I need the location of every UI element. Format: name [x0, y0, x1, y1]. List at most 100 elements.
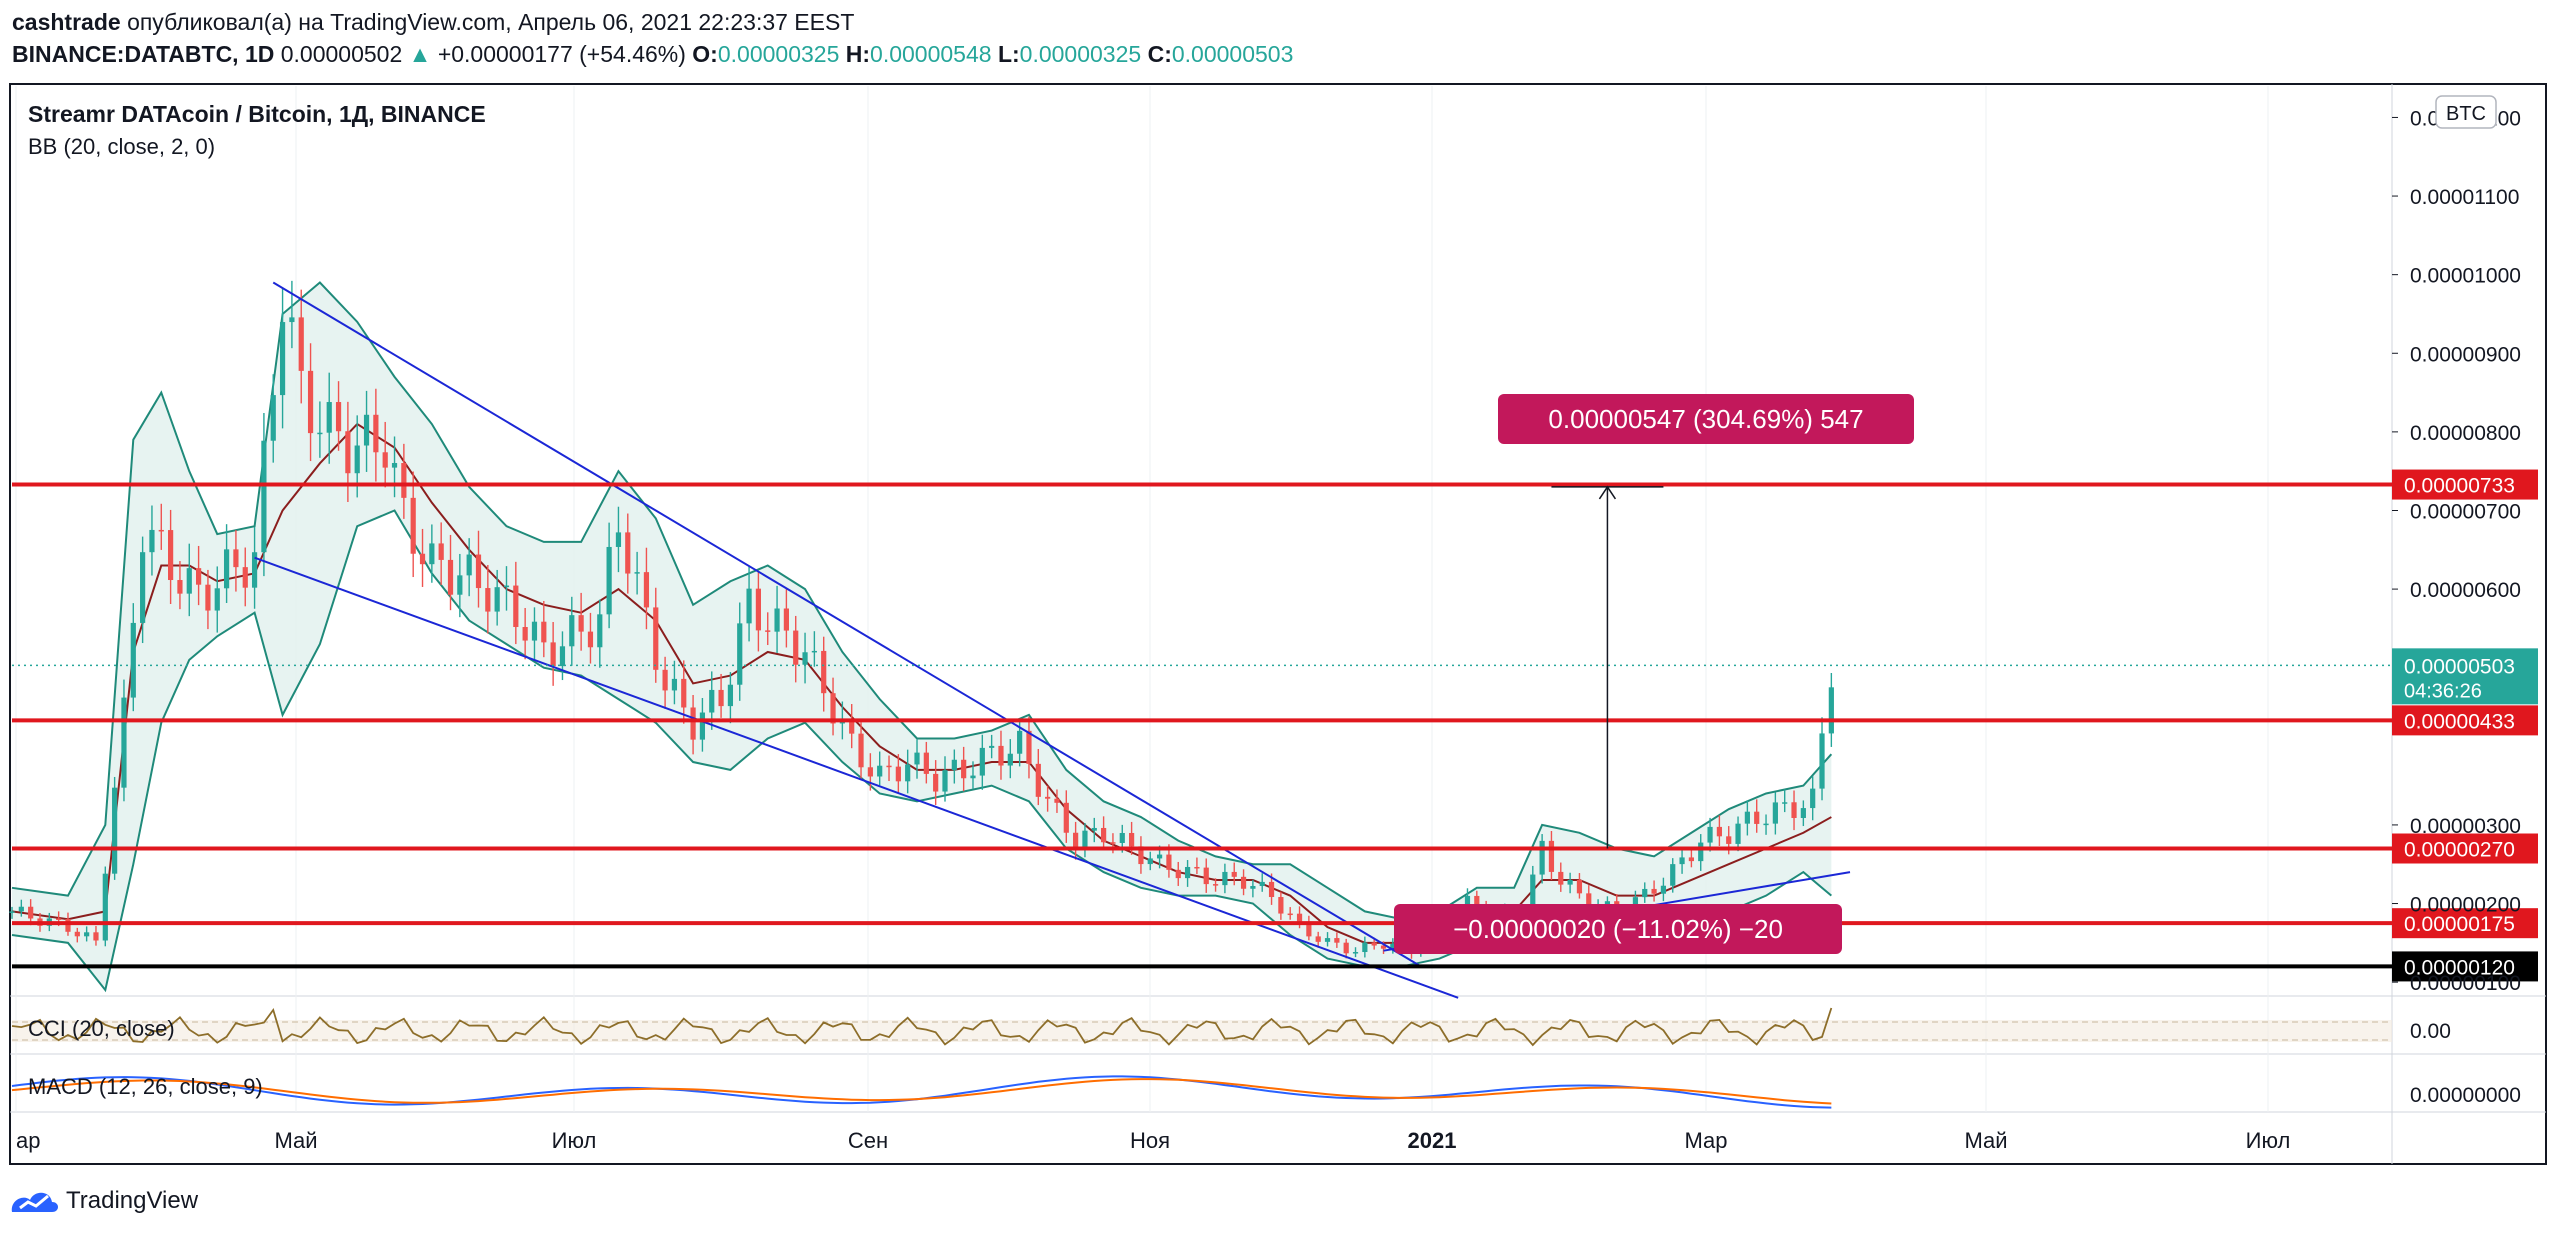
candle-body: [289, 317, 295, 323]
candle-body: [1754, 811, 1760, 824]
candle-body: [662, 669, 668, 691]
measure-up-callout: [1498, 394, 1914, 444]
axes: 0.000012000.000011000.000010000.00000900…: [16, 95, 2521, 1153]
candle-body: [1212, 884, 1219, 886]
candle-body: [1017, 730, 1023, 754]
candle-body: [1791, 802, 1797, 818]
candle-body: [1810, 788, 1816, 809]
candle-body: [177, 580, 183, 594]
high-value: 0.00000548: [870, 41, 992, 67]
candle-body: [261, 440, 267, 553]
y-tick-label: 0.00000900: [2410, 343, 2521, 366]
candle-body: [130, 622, 136, 698]
candle-body: [56, 918, 62, 920]
candle-body: [1698, 842, 1704, 862]
candle-body: [1231, 871, 1237, 877]
measure-tool[interactable]: 0.00000547 (304.69%) 547 −0.00000020 (−11…: [1394, 394, 1914, 954]
measure-down-callout: [1394, 904, 1842, 954]
candle-body: [429, 543, 435, 565]
candle-body: [1129, 832, 1135, 847]
last-price-text: 0.00000503: [2404, 655, 2515, 678]
candle-body: [671, 678, 678, 691]
author-name[interactable]: cashtrade: [12, 9, 121, 35]
candle-body: [559, 646, 566, 667]
candle-body: [550, 642, 556, 667]
candle-body: [1558, 871, 1564, 885]
candle-body: [1763, 823, 1769, 826]
candle-body: [373, 414, 379, 453]
macd-legend: MACD (12, 26, close, 9): [28, 1074, 263, 1099]
candle-body: [1184, 866, 1191, 879]
candle-body: [112, 787, 118, 874]
candle-body: [354, 445, 360, 474]
candle-body: [923, 752, 929, 774]
candle-body: [709, 689, 715, 713]
candle-body: [718, 689, 724, 707]
candle-body: [942, 770, 948, 792]
level-price-text: 0.00000733: [2404, 475, 2515, 498]
trendline: [272, 281, 1422, 968]
level-price-tag: [2392, 908, 2538, 939]
candle-body: [233, 549, 239, 568]
candle-body: [1604, 901, 1611, 907]
cci-band: [12, 1020, 2392, 1042]
level-price-tag: [2392, 951, 2538, 982]
candle-body: [1782, 802, 1788, 804]
candle-body: [1194, 866, 1200, 869]
candle-body: [1054, 798, 1060, 803]
candle-body: [196, 568, 202, 585]
measure-down-text: −0.00000020 (−11.02%) −20: [1453, 914, 1783, 944]
symbol-header: BINANCE:DATABTC, 1D 0.00000502 ▲ +0.0000…: [12, 40, 1293, 68]
cci-axis-label: 0.00: [2410, 1020, 2451, 1043]
level-price-text: 0.00000175: [2404, 913, 2515, 936]
candle-body: [1744, 811, 1750, 824]
countdown-text: 04:36:26: [2404, 680, 2482, 702]
candle-body: [830, 693, 836, 724]
symbol-name: BINANCE:DATABTC, 1D: [12, 41, 275, 67]
candle-body: [363, 414, 370, 446]
horizontal-levels[interactable]: 0.00000733 0.00000433 0.00000270 0.00000175…: [12, 469, 2538, 982]
candle-body: [522, 627, 528, 641]
tradingview-brand[interactable]: TradingView: [8, 1186, 198, 1216]
candle-body: [821, 650, 827, 694]
candle-body: [335, 402, 342, 432]
candle-body: [391, 462, 398, 468]
candle-body: [1352, 952, 1359, 954]
candle-body: [1548, 840, 1555, 872]
candle-body: [447, 559, 454, 595]
candle-body: [802, 652, 808, 665]
publish-header: cashtrade опубликовал(а) на TradingView.…: [12, 8, 854, 36]
candle-body: [1287, 913, 1293, 916]
y-tick-label: 0.00000300: [2410, 815, 2521, 838]
candle-body: [419, 553, 426, 565]
candle-body: [643, 572, 650, 608]
candle-body: [1259, 881, 1265, 887]
candle-body: [326, 402, 332, 433]
level-price-text: 0.00000270: [2404, 839, 2515, 862]
candle-body: [1530, 874, 1536, 918]
candle-body: [1250, 886, 1256, 889]
candle-body: [1707, 826, 1713, 843]
x-tick-label: Сен: [848, 1128, 888, 1153]
candle-body: [1045, 796, 1051, 799]
candle-body: [625, 532, 631, 574]
candle-body: [1082, 830, 1088, 850]
candle-body: [1800, 808, 1806, 818]
candle-body: [18, 906, 24, 912]
candle-body: [1007, 753, 1013, 766]
candle-body: [727, 684, 734, 707]
candle-body: [1278, 897, 1284, 914]
y-tick-label: 0.00001000: [2410, 265, 2521, 288]
candle-body: [149, 529, 155, 553]
candle-body: [951, 759, 957, 771]
candle-body: [503, 585, 510, 588]
candle-body: [485, 588, 491, 612]
candle-body: [1026, 730, 1032, 764]
candle-body: [914, 752, 920, 765]
level-price-tag: [2392, 469, 2538, 500]
candle-body: [886, 765, 892, 768]
candle-body: [606, 546, 612, 615]
y-tick-label: 0.00000100: [2410, 972, 2521, 995]
candle-body: [1819, 733, 1825, 789]
